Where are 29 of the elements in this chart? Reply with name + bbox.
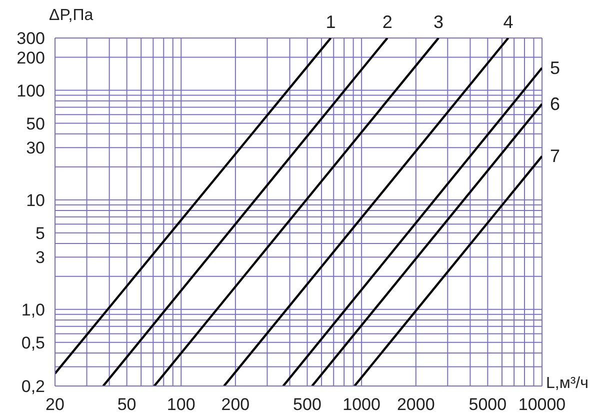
- series-label: 1: [326, 12, 336, 32]
- x-tick-label: 20: [46, 395, 64, 414]
- series-label: 7: [550, 146, 560, 166]
- y-tick-label: 0,5: [21, 333, 45, 352]
- y-tick-label: 10: [26, 190, 45, 210]
- series-label: 6: [550, 94, 560, 114]
- y-axis-title: ΔP,Па: [49, 7, 94, 24]
- x-tick-label: 50: [117, 395, 136, 414]
- y-tick-label: 50: [26, 114, 45, 134]
- x-tick-label: 5000: [468, 395, 507, 414]
- series-label: 4: [503, 12, 514, 32]
- y-tick-label: 0,2: [21, 377, 45, 396]
- x-axis-title: L,м³/ч: [546, 375, 588, 392]
- y-tick-label: 3: [36, 248, 45, 268]
- x-tick-label: 500: [293, 395, 322, 414]
- x-tick-label: 100: [166, 395, 196, 414]
- series-label: 3: [434, 12, 444, 32]
- y-tick-label: 1,0: [21, 300, 45, 320]
- series-label: 2: [382, 12, 392, 32]
- x-tick-label: 200: [221, 395, 250, 414]
- y-tick-label: 300: [16, 29, 45, 48]
- x-tick-label: 1000: [342, 395, 380, 414]
- y-tick-label: 5: [36, 224, 45, 243]
- series-label: 5: [550, 58, 560, 78]
- y-tick-label: 100: [16, 81, 45, 100]
- x-tick-label: 2000: [396, 395, 435, 414]
- y-tick-label: 30: [26, 138, 45, 158]
- x-tick-label: 10000: [518, 395, 566, 414]
- y-tick-label: 200: [16, 48, 45, 68]
